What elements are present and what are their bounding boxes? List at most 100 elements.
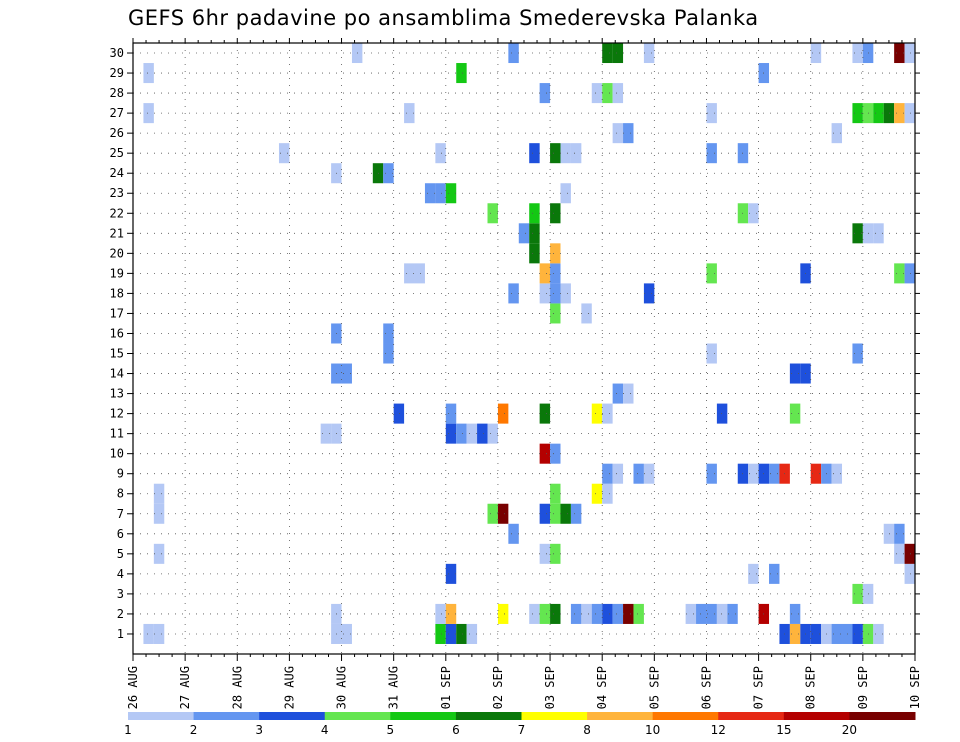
heatmap-cell bbox=[831, 463, 843, 484]
legend-label: 6 bbox=[452, 723, 460, 737]
y-tick-label: 15 bbox=[110, 347, 124, 361]
legend-label: 8 bbox=[583, 723, 591, 737]
heatmap-cell bbox=[497, 603, 509, 624]
heatmap-cell bbox=[456, 623, 467, 644]
heatmap-cell bbox=[529, 223, 540, 244]
heatmap-cell bbox=[789, 623, 801, 644]
y-tick-label: 1 bbox=[117, 627, 124, 641]
heatmap-cell bbox=[696, 603, 707, 624]
heatmap-cell bbox=[560, 143, 571, 164]
cells-layer bbox=[143, 43, 915, 644]
heatmap-cell bbox=[643, 283, 655, 304]
y-tick-label: 6 bbox=[117, 527, 124, 541]
heatmap-cell bbox=[706, 143, 717, 164]
heatmap-cell bbox=[383, 323, 394, 344]
heatmap-cell bbox=[602, 463, 613, 484]
x-tick-label: 08 SEP bbox=[804, 666, 818, 709]
heatmap-cell bbox=[904, 103, 915, 124]
heatmap-cell bbox=[789, 363, 801, 384]
legend-swatch bbox=[455, 712, 522, 720]
heatmap-cell bbox=[623, 123, 634, 144]
heatmap-cell bbox=[852, 623, 863, 644]
heatmap-cell bbox=[550, 543, 561, 564]
heatmap-cell bbox=[550, 283, 561, 304]
heatmap-cell bbox=[591, 603, 603, 624]
heatmap-cell bbox=[466, 623, 478, 644]
y-tick-label: 30 bbox=[110, 46, 124, 60]
legend-swatch bbox=[849, 712, 916, 720]
legend-label: 15 bbox=[776, 723, 791, 737]
heatmap-cell bbox=[612, 603, 624, 624]
heatmap-cell bbox=[570, 603, 582, 624]
heatmap-cell bbox=[435, 143, 446, 164]
heatmap-cell bbox=[894, 103, 905, 124]
y-tick-label: 18 bbox=[110, 286, 124, 300]
heatmap-cell bbox=[414, 263, 425, 284]
x-tick-label: 29 AUG bbox=[282, 666, 296, 709]
heatmap-cell bbox=[706, 603, 717, 624]
heatmap-cell bbox=[873, 103, 884, 124]
heatmap-cell bbox=[550, 303, 561, 324]
heatmap-cell bbox=[445, 423, 457, 444]
heatmap-cell bbox=[789, 603, 801, 624]
y-tick-label: 25 bbox=[110, 146, 124, 160]
heatmap-cell bbox=[153, 503, 165, 524]
heatmap-cell bbox=[873, 223, 884, 244]
heatmap-cell bbox=[445, 563, 457, 584]
y-tick-label: 24 bbox=[110, 166, 124, 180]
heatmap-cell bbox=[445, 603, 457, 624]
heatmap-cell bbox=[153, 543, 165, 564]
heatmap-cell bbox=[539, 603, 551, 624]
x-tick-label: 30 AUG bbox=[335, 666, 349, 709]
heatmap-cell bbox=[727, 603, 738, 624]
heatmap-cell bbox=[445, 183, 457, 204]
heatmap-cell bbox=[320, 423, 332, 444]
heatmap-cell bbox=[550, 143, 561, 164]
heatmap-cell bbox=[810, 43, 822, 64]
heatmap-cell bbox=[602, 43, 613, 64]
heatmap-cell bbox=[560, 283, 571, 304]
heatmap-cell bbox=[341, 363, 352, 384]
heatmap-cell bbox=[904, 543, 915, 564]
heatmap-cell bbox=[153, 623, 165, 644]
heatmap-cell bbox=[424, 183, 436, 204]
heatmap-cell bbox=[529, 203, 540, 224]
heatmap-cell bbox=[477, 423, 488, 444]
y-tick-label: 4 bbox=[117, 567, 124, 581]
heatmap-cell bbox=[904, 263, 915, 284]
heatmap-cell bbox=[529, 243, 540, 264]
heatmap-cell bbox=[894, 263, 905, 284]
heatmap-cell bbox=[550, 483, 561, 504]
x-tick-label: 02 SEP bbox=[491, 666, 505, 709]
legend-swatch bbox=[259, 712, 326, 720]
heatmap-cell bbox=[706, 463, 717, 484]
heatmap-cell bbox=[873, 623, 884, 644]
heatmap-cell bbox=[445, 403, 457, 424]
heatmap-cell bbox=[560, 503, 571, 524]
heatmap-cell bbox=[852, 343, 863, 364]
heatmap-cell bbox=[278, 143, 290, 164]
heatmap-cell bbox=[435, 623, 446, 644]
heatmap-cell bbox=[623, 603, 634, 624]
y-tick-label: 28 bbox=[110, 86, 124, 100]
x-tick-label: 10 SEP bbox=[908, 666, 922, 709]
heatmap-cell bbox=[550, 603, 561, 624]
y-tick-label: 8 bbox=[117, 487, 124, 501]
legend-swatch bbox=[521, 712, 588, 720]
y-tick-label: 20 bbox=[110, 246, 124, 260]
heatmap-cell bbox=[894, 543, 905, 564]
heatmap-cell bbox=[769, 463, 780, 484]
heatmap-cell bbox=[810, 623, 822, 644]
heatmap-cell bbox=[883, 103, 895, 124]
heatmap-cell bbox=[456, 423, 467, 444]
legend-label: 3 bbox=[255, 723, 263, 737]
heatmap-cell bbox=[581, 303, 592, 324]
x-tick-label: 31 AUG bbox=[387, 666, 401, 709]
heatmap-cell bbox=[466, 423, 478, 444]
legend-label: 5 bbox=[387, 723, 395, 737]
heatmap-cell bbox=[716, 603, 728, 624]
y-tick-label: 11 bbox=[110, 427, 124, 441]
heatmap-cell bbox=[852, 223, 863, 244]
heatmap-cell bbox=[383, 163, 394, 184]
heatmap-cell bbox=[550, 443, 561, 464]
